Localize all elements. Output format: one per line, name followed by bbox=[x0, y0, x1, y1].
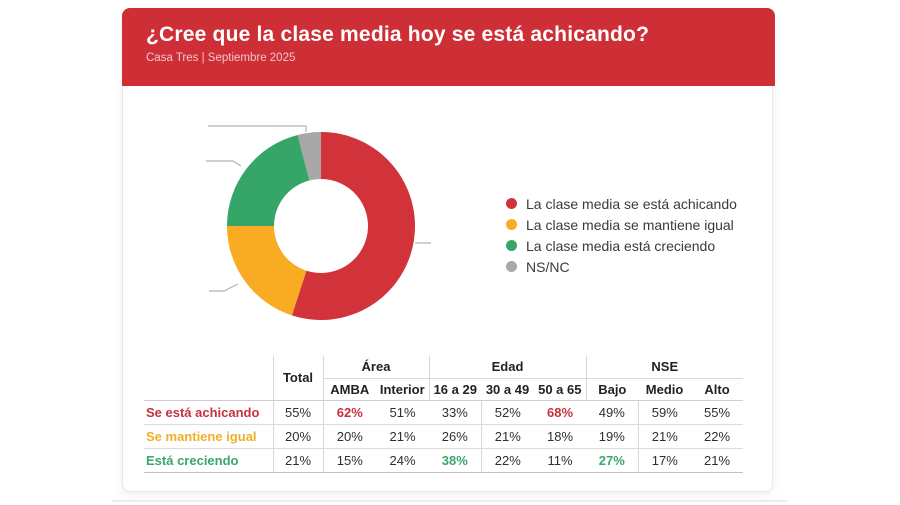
legend-item-nsnc: NS/NC bbox=[506, 256, 737, 277]
table-sub-header-row: AMBA Interior 16 a 29 30 a 49 50 a 65 Bajo Med… bbox=[144, 378, 744, 401]
table-value-cell: 21% bbox=[637, 424, 692, 449]
table-value-cell: 21% bbox=[376, 424, 430, 449]
table-group-header-row: Total Área Edad NSE bbox=[144, 356, 744, 401]
table-value-cell: 33% bbox=[429, 400, 482, 425]
table-value-cell: 21% bbox=[691, 448, 744, 473]
table-value-cell: 19% bbox=[586, 424, 639, 449]
table-value-cell: 52% bbox=[480, 400, 535, 425]
legend-label: La clase media se está achicando bbox=[526, 195, 737, 212]
table-row: Está creciendo 21% 15% 24% 38% 22% 11% 27% 17% 21… bbox=[144, 448, 744, 473]
table-body: Se está achicando 55% 62% 51% 33% 52% 68% 49% 59… bbox=[144, 400, 744, 473]
column-header: 50 a 65 bbox=[534, 378, 587, 401]
legend-item-achicando: La clase media se está achicando bbox=[506, 193, 737, 214]
column-header: Medio bbox=[638, 378, 692, 401]
table-value-cell: 21% bbox=[480, 424, 535, 449]
column-header: 16 a 29 bbox=[428, 378, 482, 401]
table-value-cell: 18% bbox=[534, 424, 587, 449]
column-header: 30 a 49 bbox=[481, 378, 535, 401]
table-value-cell: 49% bbox=[586, 400, 639, 425]
column-header: Bajo bbox=[585, 378, 639, 401]
table-value-cell: 11% bbox=[534, 448, 587, 473]
table-value-cell: 15% bbox=[322, 448, 376, 473]
page-bottom-edge bbox=[112, 500, 788, 502]
table-value-cell: 17% bbox=[637, 448, 692, 473]
table-value-cell: 20% bbox=[322, 424, 376, 449]
table-value-cell: 24% bbox=[376, 448, 430, 473]
table-value-cell: 26% bbox=[429, 424, 482, 449]
survey-card: ¿Cree que la clase media hoy se está ach… bbox=[122, 8, 775, 492]
table-value-cell: 59% bbox=[637, 400, 692, 425]
row-label: Se está achicando bbox=[144, 400, 273, 425]
table-value-cell: 21% bbox=[272, 448, 323, 473]
column-header: Alto bbox=[691, 378, 744, 401]
table-header: Total Área Edad NSE AMBA Interior 16 a 29 30 a … bbox=[144, 356, 744, 401]
table-value-cell: 27% bbox=[586, 448, 639, 473]
legend-swatch-icon bbox=[506, 219, 517, 230]
donut-segment-igual bbox=[227, 226, 307, 316]
legend-swatch-icon bbox=[506, 261, 517, 272]
legend-label: NS/NC bbox=[526, 258, 570, 275]
page-title: ¿Cree que la clase media hoy se está ach… bbox=[146, 23, 650, 46]
callout-line-creciendo bbox=[206, 160, 242, 167]
table-value-cell: 22% bbox=[480, 448, 535, 473]
group-header-edad: Edad bbox=[428, 356, 587, 379]
row-label: Está creciendo bbox=[144, 448, 273, 473]
legend-label: La clase media se mantiene igual bbox=[526, 216, 734, 233]
column-header-total: Total bbox=[272, 356, 323, 401]
table-row: Se está achicando 55% 62% 51% 33% 52% 68% 49% 59… bbox=[144, 400, 744, 425]
legend-item-igual: La clase media se mantiene igual bbox=[506, 214, 737, 235]
legend-item-creciendo: La clase media está creciendo bbox=[506, 235, 737, 256]
legend-label: La clase media está creciendo bbox=[526, 237, 716, 254]
column-header: Interior bbox=[376, 378, 430, 401]
table-row: Se mantiene igual 20% 20% 21% 26% 21% 18% 19% 21… bbox=[144, 424, 744, 449]
callout-line-nsnc bbox=[208, 125, 307, 132]
table-value-cell: 51% bbox=[376, 400, 430, 425]
donut-chart bbox=[206, 125, 431, 320]
row-label: Se mantiene igual bbox=[144, 424, 273, 449]
source-subtitle: Casa Tres | Septiembre 2025 bbox=[146, 52, 296, 64]
table-value-cell: 22% bbox=[691, 424, 744, 449]
table-value-cell: 38% bbox=[429, 448, 482, 473]
card-header: ¿Cree que la clase media hoy se está ach… bbox=[122, 8, 775, 86]
group-header-nse: NSE bbox=[585, 356, 744, 379]
donut-segment-creciendo bbox=[227, 134, 310, 226]
group-header-área: Área bbox=[322, 356, 430, 379]
table-value-cell: 20% bbox=[272, 424, 323, 449]
donut-segment-nsnc bbox=[297, 132, 321, 181]
callout-line-igual bbox=[209, 283, 239, 292]
chart-legend: La clase media se está achicando La clase… bbox=[506, 193, 737, 277]
legend-swatch-icon bbox=[506, 198, 517, 209]
column-header: AMBA bbox=[322, 378, 376, 401]
table-value-cell: 62% bbox=[322, 400, 376, 425]
corner-cell bbox=[144, 356, 273, 401]
crosstab-table: Total Área Edad NSE AMBA Interior 16 a 29 30 a … bbox=[144, 356, 744, 473]
table-value-cell: 55% bbox=[691, 400, 744, 425]
table-value-cell: 68% bbox=[534, 400, 587, 425]
legend-swatch-icon bbox=[506, 240, 517, 251]
table-value-cell: 55% bbox=[272, 400, 323, 425]
donut-segment-achicando bbox=[291, 132, 415, 320]
